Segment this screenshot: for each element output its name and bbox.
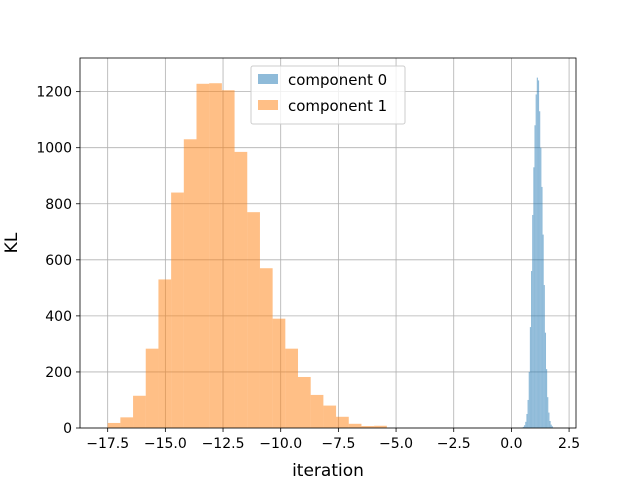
histogram-bar-component-0: [546, 369, 548, 428]
x-tick-label: −5.0: [379, 436, 413, 452]
legend-label-component-0: component 0: [288, 71, 387, 89]
y-tick-label: 1000: [36, 141, 72, 157]
histogram-bar-component-1: [196, 83, 210, 429]
histogram-bar-component-0: [550, 424, 552, 428]
y-tick-label: 800: [45, 197, 72, 213]
histogram-bar-component-0: [533, 167, 535, 428]
legend-box: [250, 65, 406, 125]
legend-swatch-component-0: [258, 74, 278, 84]
histogram-bar-component-1: [171, 192, 184, 428]
histogram-bar-component-0: [543, 285, 545, 428]
histogram-bar-component-0: [532, 214, 534, 428]
y-axis-ticks: 0 200 400 600 800 1000 1200: [36, 85, 80, 437]
histogram-bar-component-0: [526, 413, 528, 428]
legend: component 0 component 1: [250, 65, 406, 125]
histogram-bar-component-0: [547, 397, 549, 428]
x-tick-label: −15.0: [144, 436, 187, 452]
y-tick-label: 200: [45, 365, 72, 381]
x-tick-label: −10.0: [259, 436, 302, 452]
histogram-bar-component-0: [534, 125, 536, 428]
histogram-bar-component-1: [323, 405, 337, 428]
histogram-bar-component-0: [529, 327, 532, 428]
histogram-bar-component-0: [522, 426, 525, 428]
histogram-bar-component-1: [145, 348, 159, 428]
histogram-bar-component-1: [298, 376, 311, 428]
histogram-bar-component-1: [133, 395, 146, 428]
histogram-bar-component-0: [549, 420, 551, 428]
histogram-bar-component-0: [541, 186, 543, 428]
y-tick-label: 1200: [36, 85, 72, 101]
histogram-bar-component-0: [540, 147, 542, 429]
histogram-bar-component-1: [120, 417, 134, 428]
x-tick-label: 2.5: [558, 436, 580, 452]
x-tick-label: −2.5: [437, 436, 471, 452]
histogram-bar-component-1: [361, 426, 375, 428]
legend-swatch-component-1: [258, 100, 278, 110]
histogram-bar-component-1: [348, 423, 362, 428]
histogram-bar-component-0: [551, 426, 553, 428]
y-tick-label: 600: [45, 253, 72, 269]
x-tick-label: −12.5: [202, 436, 245, 452]
histogram-bar-component-0: [528, 371, 530, 428]
legend-label-component-1: component 1: [288, 97, 387, 115]
x-axis-label: iteration: [292, 461, 364, 480]
histogram-bar-component-1: [247, 212, 260, 428]
histogram-bar-component-1: [374, 425, 387, 428]
x-tick-label: 0.0: [500, 436, 522, 452]
y-axis-label: KL: [2, 232, 22, 253]
histogram-bar-component-1: [310, 394, 324, 428]
histogram-bar-component-1: [209, 83, 222, 429]
histogram-bar-component-0: [537, 80, 540, 428]
histogram-bar-component-0: [539, 111, 541, 429]
histogram-bar-component-0: [535, 94, 537, 428]
histogram-bar-component-0: [536, 77, 538, 428]
histogram-bar-component-0: [548, 412, 550, 428]
histogram-bar-component-0: [527, 399, 529, 428]
plot-frame: [79, 57, 577, 429]
histogram-bar-component-1: [183, 139, 197, 428]
x-tick-label: −17.5: [86, 436, 129, 452]
histogram-bar-component-0: [544, 332, 547, 428]
histogram-bar-component-0: [525, 421, 527, 428]
histogram-bar-component-1: [221, 90, 235, 428]
x-tick-label: −7.5: [321, 436, 355, 452]
histogram-bar-component-1: [259, 268, 273, 428]
histogram-bar-component-0: [524, 425, 526, 428]
histogram-bar-component-0: [542, 234, 544, 428]
histogram-bar-component-1: [272, 318, 286, 428]
histogram-bar-component-1: [285, 348, 299, 428]
x-axis-ticks: −17.5 −15.0 −12.5 −10.0 −7.5 −5.0 −2.5 0.0 2.5: [86, 428, 580, 452]
y-tick-label: 0: [63, 421, 72, 437]
histogram-bar-component-1: [107, 422, 121, 428]
histogram-bar-component-1: [336, 416, 349, 428]
histogram-bar-component-1: [234, 151, 248, 428]
histogram-bar-component-0: [531, 271, 533, 428]
y-tick-label: 400: [45, 309, 72, 325]
histogram-bars: [107, 77, 553, 429]
histogram-bar-component-1: [158, 279, 172, 428]
